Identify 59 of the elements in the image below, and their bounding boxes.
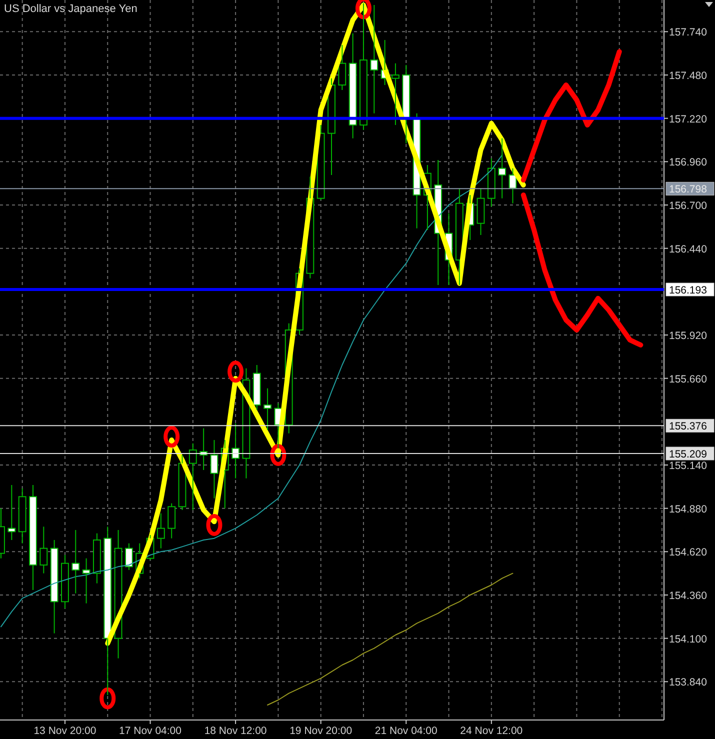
candlestick [104,526,112,696]
candlestick [252,364,261,410]
y-tick-label: 156.700 [669,200,708,212]
line-series [0,154,503,628]
y-tick-label: 153.840 [669,676,708,689]
x-tick-label: 18 Nov 12:00 [204,725,267,737]
point [164,426,180,448]
candlestick [18,488,26,544]
candlestick [392,62,400,126]
y-tick-label: 155.140 [669,460,708,472]
x-tick-label: 21 Nov 04:00 [374,725,438,737]
ref-line-label: 155.209 [669,448,708,460]
candlestick [370,4,378,114]
candlestick [61,554,69,609]
y-tick-label: 156.960 [669,156,708,169]
y-tick-label: 157.480 [669,70,708,82]
ref-line-label: 155.376 [669,420,708,433]
point [100,687,116,710]
candlestick [487,158,496,208]
y-tick-label: 155.660 [669,373,708,386]
candlestick [210,440,218,499]
y-tick-label: 154.880 [669,503,708,516]
candlestick [402,64,410,144]
candlestick [168,502,176,539]
y-tick-label: 154.620 [669,546,708,559]
y-tick-label: 154.360 [669,590,708,602]
candlestick [232,422,240,479]
y-tick-label: 156.440 [669,243,708,256]
candlestick [8,484,16,540]
ref-line-label: 156.193 [669,284,708,296]
y-tick-label: 155.920 [669,330,708,342]
candlestick [338,44,346,90]
candlestick [29,484,37,590]
chart-title: US Dollar vs Japanese Yen [4,3,138,15]
candlestick [498,138,506,199]
point [228,360,244,383]
ref-line-label: 156.798 [669,184,708,196]
candlestick [40,526,48,574]
x-tick-label: 24 Nov 12:00 [460,725,523,737]
candlestick [124,542,133,570]
line-series [267,572,514,706]
x-tick-label: 13 Nov 20:00 [34,725,96,737]
x-tick-label: 17 Nov 04:00 [119,725,182,737]
candlestick [348,32,357,139]
x-tick-label: 19 Nov 20:00 [290,725,352,737]
candlestick [264,388,272,430]
candlestick [72,530,80,594]
candlestick [476,188,485,236]
candlestick [50,540,58,634]
point [270,444,286,466]
y-tick-label: 157.220 [669,113,708,126]
candlestick [188,442,197,510]
point [206,514,222,536]
candlestick [360,2,368,130]
candlestick [156,512,165,549]
y-tick-label: 154.100 [669,633,708,646]
candlestick [92,532,101,584]
candlestick [82,558,90,604]
y-tick-label: 157.740 [669,26,708,39]
